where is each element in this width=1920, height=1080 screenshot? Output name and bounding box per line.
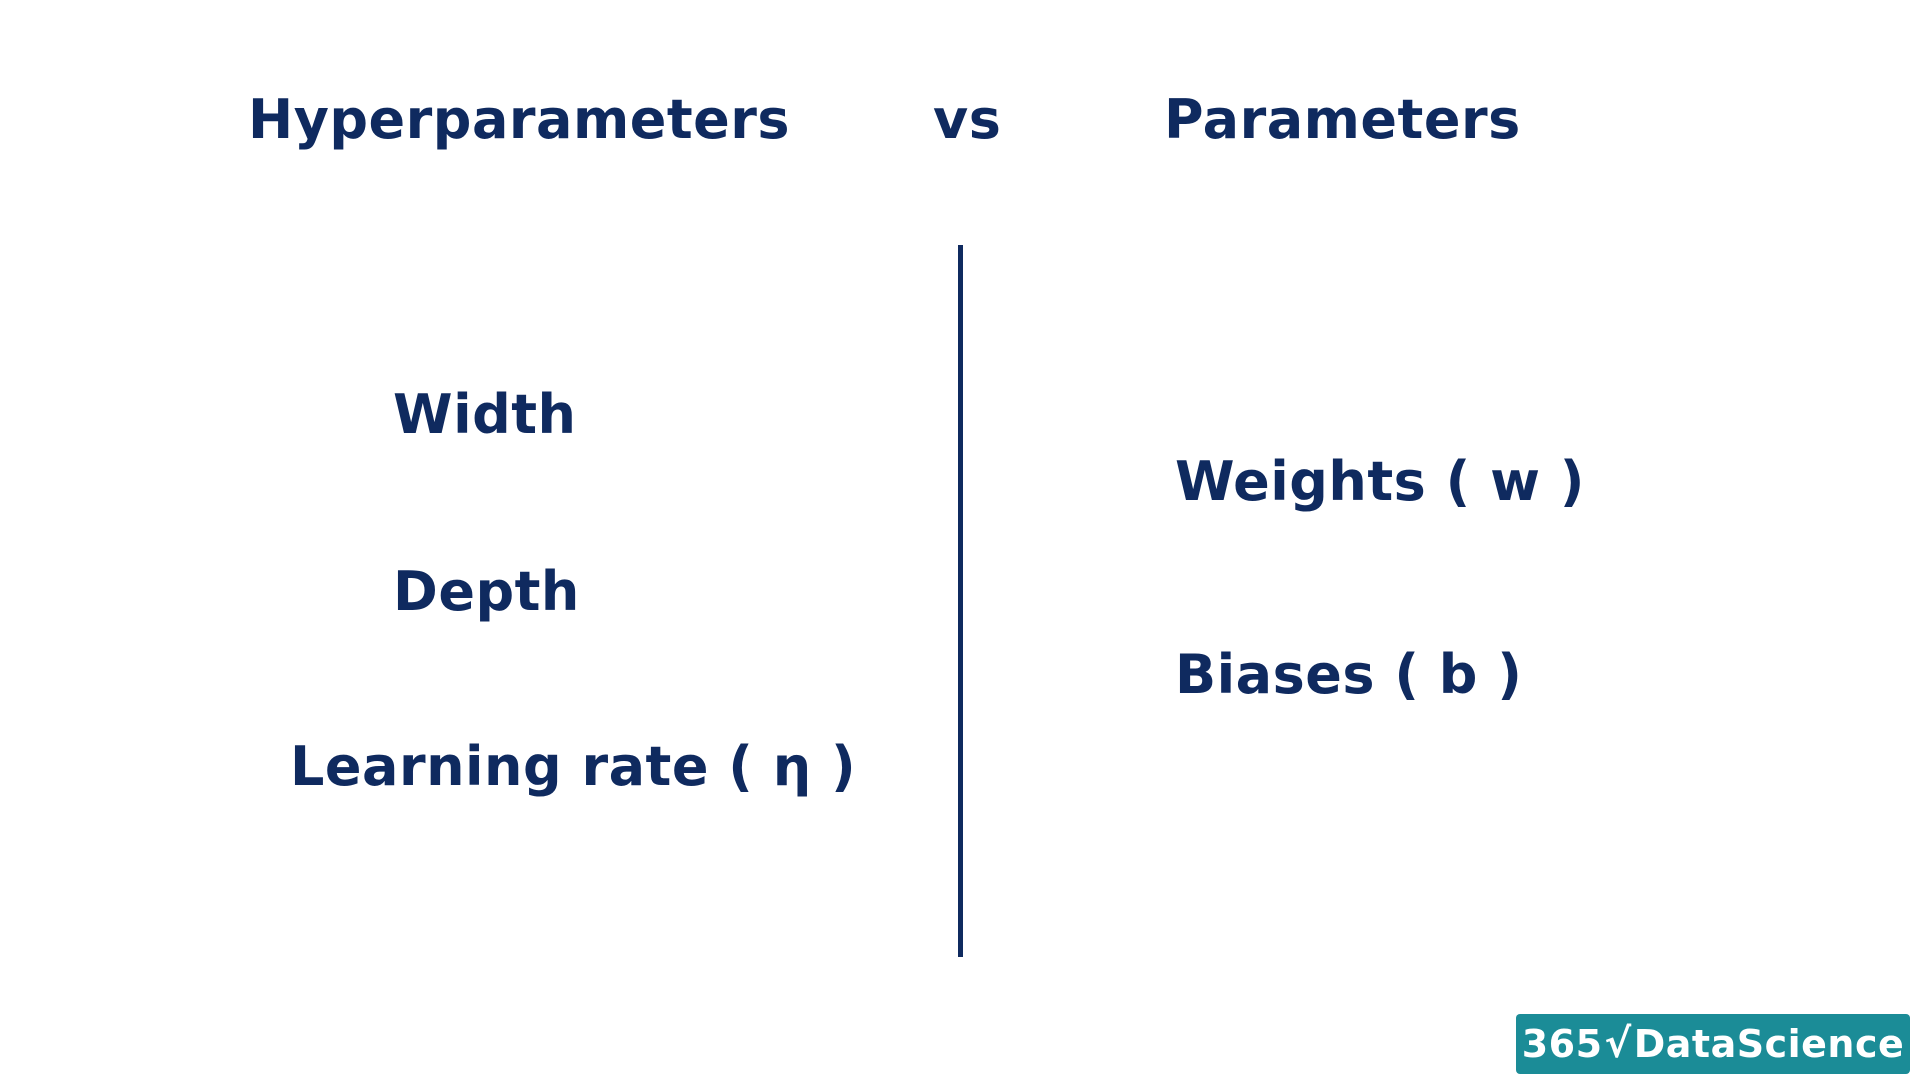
vs-heading: vs — [933, 88, 1002, 151]
hyperparameter-depth: Depth — [393, 560, 580, 623]
logo-sqrt-icon: √ — [1604, 1021, 1632, 1067]
center-divider — [958, 245, 963, 957]
hyperparameter-learning-rate: Learning rate ( η ) — [290, 735, 857, 798]
hyperparameters-heading: Hyperparameters — [248, 88, 791, 151]
parameters-heading: Parameters — [1164, 88, 1521, 151]
hyperparameter-width: Width — [393, 383, 577, 446]
logo-number: 365 — [1521, 1022, 1603, 1066]
brand-logo: 365 √ DataScience — [1516, 1014, 1910, 1074]
logo-name: DataScience — [1633, 1022, 1905, 1066]
parameter-weights: Weights ( w ) — [1175, 450, 1585, 513]
parameter-biases: Biases ( b ) — [1175, 643, 1523, 706]
